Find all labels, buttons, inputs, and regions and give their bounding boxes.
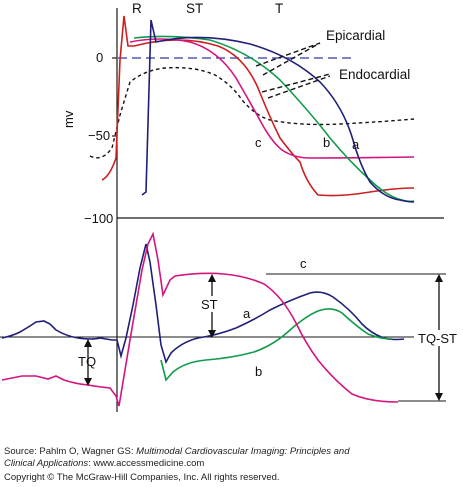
tq-st-label-bg [414,330,466,346]
source-title: Multimodal Cardiovascular Imaging: Princ… [136,446,350,457]
label-t: T [275,1,283,16]
tick-label-m100: −100 [84,211,113,226]
red-curve [101,15,415,197]
source-suffix: : www.accessmedicine.com [88,457,205,469]
label-st-bottom: ST [201,297,218,312]
label-c-bottom: c [300,256,307,271]
source-line-1: Source: Pahlm O, Wagner GS: Multimodal C… [4,446,462,458]
tq-st-arrow-head-down [435,393,443,401]
endocardial-pointer-1 [261,73,331,93]
label-b-top: b [323,135,330,150]
tick-label-m50: −50 [88,128,110,143]
tq-st-arrow-head-up [435,274,443,282]
endocardial-pointer-2 [267,75,331,99]
label-epicardial: Epicardial [326,28,385,43]
source-footer: Source: Pahlm O, Wagner GS: Multimodal C… [4,446,462,483]
source-line-2: Clinical Applications: www.accessmedicin… [4,458,462,470]
axis-label-mv: mv [61,110,76,128]
curve-b [133,35,415,203]
curve-a [141,19,415,203]
copyright: Copyright © The McGraw-Hill Companies, I… [4,471,280,483]
ecg-curve-b [160,308,393,382]
source-title-2: Clinical Applications [4,457,89,469]
tq-arrow-head-up [84,339,92,347]
epicardial-pointer-1 [255,42,321,67]
label-a-bottom: a [243,306,251,321]
endocardial-dashed-curve [89,66,415,159]
st-arrow-head-up [208,274,216,282]
top-panel: R ST T Epicardial Endocardial 0 −50 −100… [61,1,444,226]
source-prefix: Source: Pahlm O, Wagner GS: [4,446,137,457]
label-tq: TQ [78,354,96,369]
st-label-bg [204,296,222,312]
tq-arrow-head-down [84,378,92,386]
label-endocardial: Endocardial [339,67,410,82]
tick-label-0: 0 [96,50,103,65]
label-tq-st: TQ-ST [418,331,457,346]
label-st-top: ST [186,1,203,16]
curve-c [129,38,415,159]
label-a-top: a [352,137,360,152]
label-c-top: c [255,135,262,150]
st-arrow-head-down [208,330,216,338]
ecg-curve-c [1,231,399,407]
epicardial-pointer-2 [262,42,321,76]
bottom-panel: ST TQ TQ-ST c a b [0,218,466,412]
label-b-bottom: b [255,364,262,379]
ecg-curve-a [1,243,405,365]
label-r: R [132,1,142,16]
